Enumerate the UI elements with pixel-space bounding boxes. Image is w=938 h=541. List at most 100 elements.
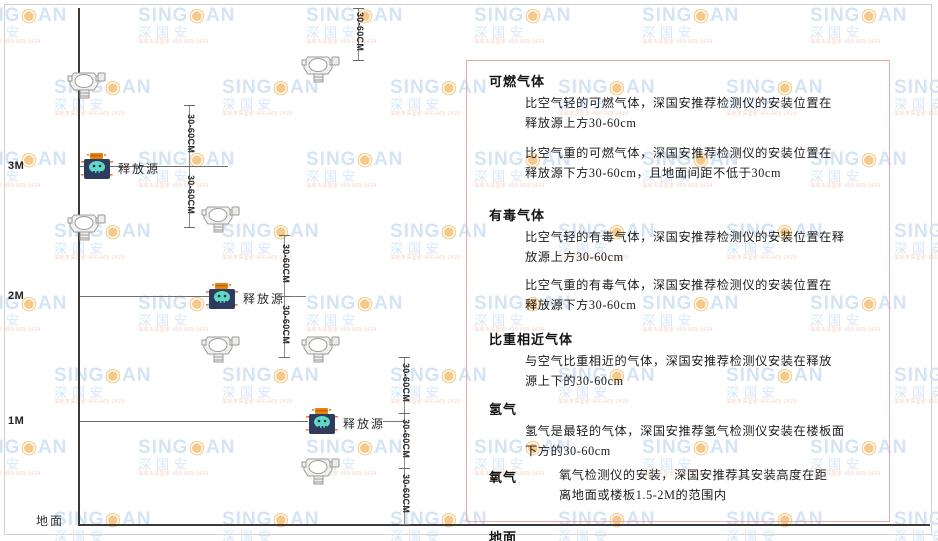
watermark-cn: 深国安 (54, 385, 109, 400)
section-paragraph: 与空气比重相近的气体，深国安推荐检测仪安装在释放源上下的30-60cm (525, 354, 832, 388)
dimension-label: 30-60CM (355, 12, 365, 52)
release-source-label: 释放源 (118, 162, 161, 176)
dimension-tick (353, 60, 364, 61)
watermark-cn: 深国安 (810, 25, 865, 40)
watermark-cn: 深国安 (894, 241, 938, 256)
watermark-sub: 深圳市深国安·400-669-1434 (306, 183, 377, 189)
watermark-dot-icon: ◉ (104, 509, 123, 530)
watermark-dot-icon: ◉ (440, 365, 459, 386)
watermark-brand: SING◉AN (306, 149, 404, 170)
watermark-brand: SING◉AN (474, 5, 572, 26)
watermark-brand: SING◉AN (306, 293, 404, 314)
watermark-sub: 深圳市深国安·400-669-1434 (54, 399, 125, 405)
level-label-1m: 1M (8, 415, 25, 427)
watermark-sub: 深圳市深国安·400-669-1434 (0, 39, 41, 45)
dimension-tick (399, 524, 410, 525)
watermark-cn: 深国安 (306, 169, 361, 184)
section-title: 有毒气体 (489, 208, 546, 223)
dimension-line (358, 8, 359, 60)
watermark-sub: 深圳市深国安·400-669-1434 (894, 111, 938, 117)
watermark-dot-icon: ◉ (272, 77, 291, 98)
section-title: 可燃气体 (489, 74, 546, 89)
watermark-brand-tail: AN (878, 5, 908, 26)
gas-detector-icon (62, 66, 110, 102)
watermark-sub: 深圳市深国安·400-669-1434 (222, 399, 293, 405)
watermark-brand-tail: AN (38, 5, 68, 26)
watermark-dot-icon: ◉ (524, 5, 543, 26)
watermark-brand: SING◉AN (0, 5, 68, 26)
dimension-tick (399, 413, 410, 414)
watermark-cn: 深国安 (138, 457, 193, 472)
gas-detector-icon (296, 452, 344, 488)
watermark-cn: 深国安 (558, 529, 613, 541)
level-line-1m (80, 421, 308, 422)
watermark-sub: 深圳市深国安·400-669-1434 (474, 39, 545, 45)
watermark-cn: 深国安 (894, 97, 938, 112)
watermark-cn: 深国安 (642, 25, 697, 40)
watermark-cn: 深国安 (894, 529, 938, 541)
watermark-brand: SING◉AN (894, 365, 938, 386)
gas-detector-icon (196, 200, 244, 236)
dimension-label: 30-60CM (401, 363, 411, 403)
watermark-sub: 深圳市深国安·400-669-1434 (894, 255, 938, 261)
watermark-dot-icon: ◉ (272, 509, 291, 530)
watermark-cn: 深国安 (306, 313, 361, 328)
section-paragraph: 比空气轻的有毒气体，深国安推荐检测仪的安装位置在释放源上方30-60cm (525, 230, 845, 264)
watermark-dot-icon: ◉ (272, 221, 291, 242)
level-label-3m: 3M (8, 160, 25, 172)
watermark-cn: 深国安 (138, 313, 193, 328)
watermark-dot-icon: ◉ (188, 5, 207, 26)
watermark-brand-tail: AN (374, 437, 404, 458)
dimension-label: 30-60CM (281, 304, 291, 344)
watermark-brand-tail: AN (710, 5, 740, 26)
dimension-tick (279, 296, 290, 297)
watermark-brand-tail: AN (38, 149, 68, 170)
dimension-tick (399, 468, 410, 469)
watermark-sub: 深圳市深国安·400-669-1434 (222, 111, 293, 117)
watermark-brand-tail: AN (374, 5, 404, 26)
watermark-dot-icon: ◉ (440, 509, 459, 530)
watermark-dot-icon: ◉ (692, 5, 711, 26)
section-title: 氧气 (489, 470, 518, 485)
watermark-brand: SING◉AN (894, 221, 938, 242)
watermark-dot-icon: ◉ (440, 77, 459, 98)
watermark-sub: 深圳市深国安·400-669-1434 (138, 471, 209, 477)
watermark-brand-tail: AN (122, 365, 152, 386)
dimension-label: 30-60CM (186, 174, 196, 214)
watermark-brand: SING◉AN (0, 437, 68, 458)
level-label-2m: 2M (8, 290, 25, 302)
release-source-icon (305, 407, 339, 437)
dimension-tick (184, 227, 195, 228)
dimension-column-two-meter-column: 30-60CM 30-60CM (279, 235, 291, 358)
watermark-dot-icon: ◉ (104, 365, 123, 386)
dimension-tick (279, 235, 290, 236)
watermark-cn: 深国安 (390, 529, 445, 541)
section-paragraph: 比空气轻的可燃气体，深国安推荐检测仪的安装位置在释放源上方30-60cm (525, 96, 832, 130)
dimension-label: 30-60CM (186, 113, 196, 153)
watermark-cn: 深国安 (474, 25, 529, 40)
watermark-sub: 深圳市深国安·400-669-1434 (0, 327, 41, 333)
watermark-brand: SING◉AN (54, 510, 152, 529)
watermark-sub: 深圳市深国安·400-669-1434 (54, 255, 125, 261)
watermark-sub: 深圳市深国安·400-669-1434 (138, 39, 209, 45)
dimension-column-three-meter-column: 30-60CM 30-60CM (184, 105, 196, 228)
watermark-sub: 深圳市深国安·400-669-1434 (0, 183, 41, 189)
watermark-cn: 深国安 (726, 529, 781, 541)
section-paragraph: 比空气重的有毒气体，深国安推荐检测仪的安装位置在释放源下方30-60cm (525, 278, 832, 312)
watermark-dot-icon: ◉ (20, 5, 39, 26)
dimension-line (404, 357, 405, 524)
watermark-brand-tail: AN (290, 221, 320, 242)
